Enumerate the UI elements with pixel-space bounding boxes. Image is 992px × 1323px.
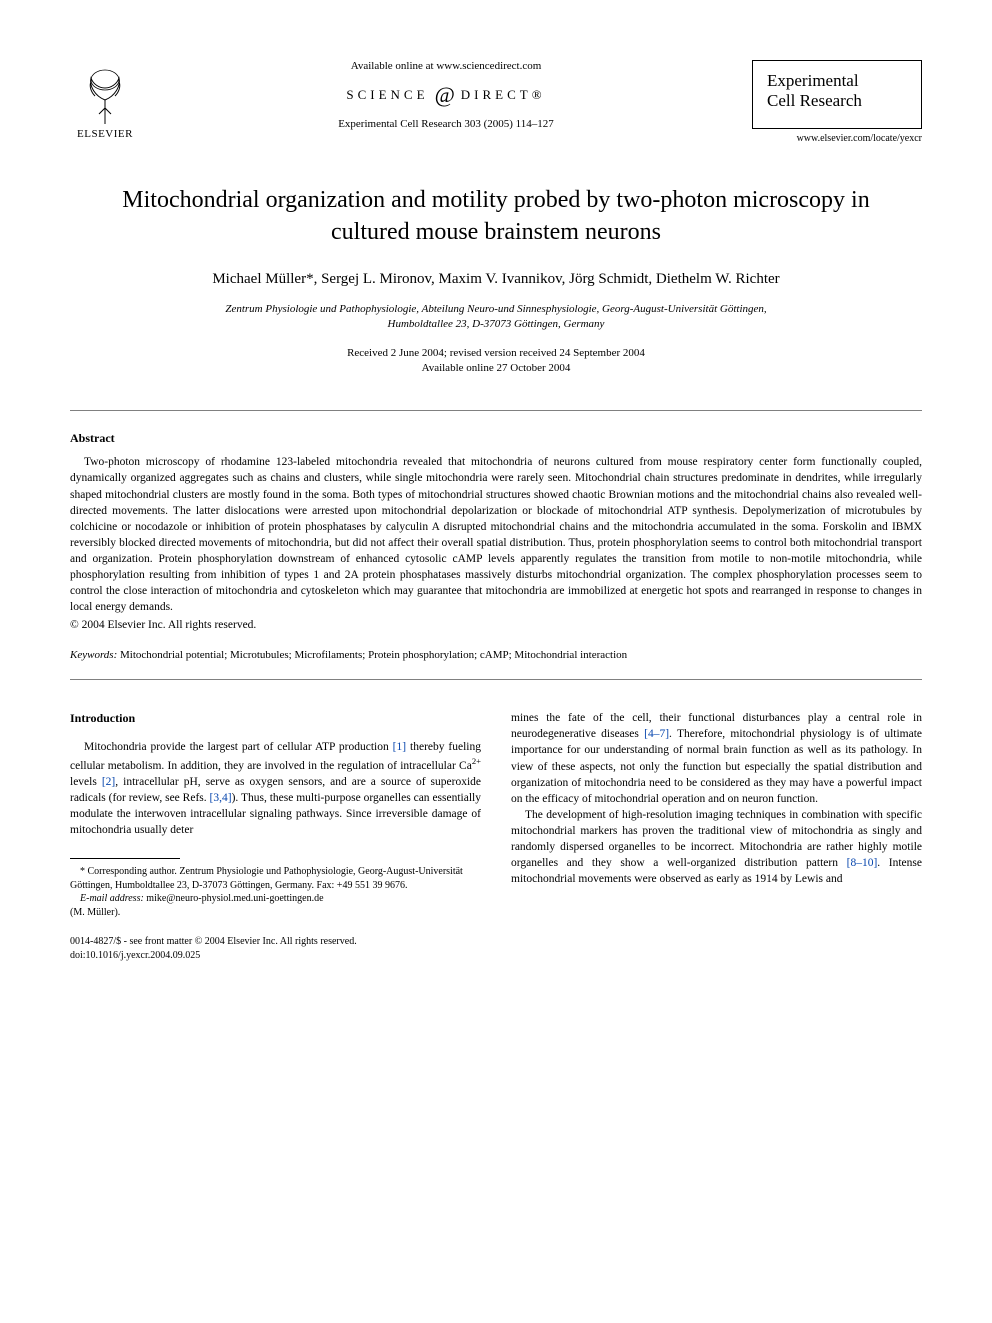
ref-link-4-7[interactable]: [4–7] [644, 728, 669, 740]
ref-link-1[interactable]: [1] [393, 741, 406, 753]
ref-link-8-10[interactable]: [8–10] [847, 857, 878, 869]
journal-name-line1: Experimental [767, 71, 907, 91]
intro-paragraph-2: The development of high-resolution imagi… [511, 807, 922, 887]
available-online-text: Available online at www.sciencedirect.co… [160, 60, 732, 72]
right-column: mines the fate of the cell, their functi… [511, 710, 922, 962]
intro-paragraph-1-left: Mitochondria provide the largest part of… [70, 739, 481, 838]
affiliation: Zentrum Physiologie und Pathophysiologie… [70, 302, 922, 332]
elsevier-tree-icon [77, 66, 133, 126]
sciencedirect-left: SCIENCE [346, 87, 428, 103]
superscript: 2+ [472, 756, 481, 766]
ref-link-3-4[interactable]: [3,4] [210, 792, 232, 804]
introduction-heading: Introduction [70, 710, 481, 727]
article-title: Mitochondrial organization and motility … [110, 184, 882, 249]
front-matter-line: 0014-4827/$ - see front matter © 2004 El… [70, 935, 481, 949]
sciencedirect-right: DIRECT® [461, 87, 546, 103]
footnote-email: E-mail address: mike@neuro-physiol.med.u… [70, 892, 481, 906]
abstract-copyright: © 2004 Elsevier Inc. All rights reserved… [70, 619, 922, 631]
article-dates: Received 2 June 2004; revised version re… [70, 346, 922, 377]
text-fragment: levels [70, 776, 102, 788]
sciencedirect-logo: SCIENCE @ DIRECT® [160, 82, 732, 108]
keywords-label: Keywords: [70, 649, 117, 661]
intro-paragraph-1-right: mines the fate of the cell, their functi… [511, 710, 922, 807]
body-columns: Introduction Mitochondria provide the la… [70, 710, 922, 962]
authors-list: Michael Müller*, Sergej L. Mironov, Maxi… [70, 271, 922, 288]
journal-url: www.elsevier.com/locate/yexcr [752, 133, 922, 144]
ref-link-2[interactable]: [2] [102, 776, 115, 788]
affiliation-line2: Humboldtallee 23, D-37073 Göttingen, Ger… [388, 318, 605, 330]
email-address: mike@neuro-physiol.med.uni-goettingen.de [144, 893, 324, 904]
corresponding-author-footnote: * Corresponding author. Zentrum Physiolo… [70, 865, 481, 919]
divider [70, 410, 922, 411]
email-label: E-mail address: [80, 893, 144, 904]
page-header: ELSEVIER Available online at www.science… [70, 60, 922, 144]
keywords: Keywords: Mitochondrial potential; Micro… [70, 649, 922, 661]
doi-line: doi:10.1016/j.yexcr.2004.09.025 [70, 949, 481, 963]
journal-name-line2: Cell Research [767, 91, 907, 111]
journal-box-container: Experimental Cell Research www.elsevier.… [752, 60, 922, 144]
text-fragment: Mitochondria provide the largest part of… [84, 741, 393, 753]
received-date: Received 2 June 2004; revised version re… [347, 347, 645, 359]
available-date: Available online 27 October 2004 [422, 362, 571, 374]
abstract-heading: Abstract [70, 431, 922, 446]
bottom-meta: 0014-4827/$ - see front matter © 2004 El… [70, 935, 481, 962]
divider [70, 679, 922, 680]
affiliation-line1: Zentrum Physiologie und Pathophysiologie… [225, 303, 766, 315]
footnote-address: * Corresponding author. Zentrum Physiolo… [70, 865, 481, 892]
left-column: Introduction Mitochondria provide the la… [70, 710, 481, 962]
journal-title-box: Experimental Cell Research [752, 60, 922, 129]
sciencedirect-at-icon: @ [435, 82, 455, 108]
journal-reference: Experimental Cell Research 303 (2005) 11… [160, 118, 732, 130]
publisher-logo: ELSEVIER [70, 60, 140, 140]
header-center: Available online at www.sciencedirect.co… [140, 60, 752, 130]
publisher-name: ELSEVIER [77, 128, 133, 140]
email-attribution: (M. Müller). [70, 906, 481, 920]
keywords-list: Mitochondrial potential; Microtubules; M… [117, 649, 627, 661]
footnote-divider [70, 858, 180, 859]
abstract-body: Two-photon microscopy of rhodamine 123-l… [70, 454, 922, 615]
